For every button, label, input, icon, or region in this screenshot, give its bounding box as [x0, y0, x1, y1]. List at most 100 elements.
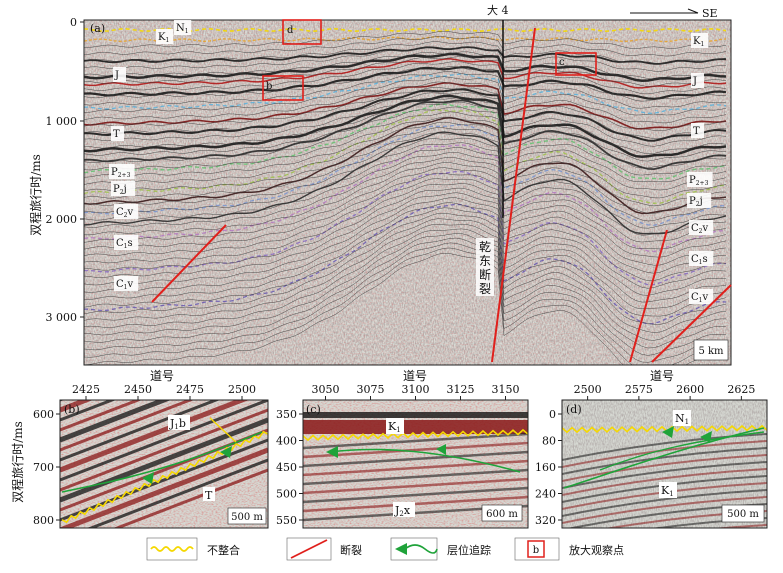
inset-x-tick: 3125	[447, 383, 475, 396]
inset-d-layer-top: N1	[673, 410, 691, 426]
svg-text:层位追踪: 层位追踪	[447, 543, 491, 557]
inset-y-tick: 320	[535, 514, 556, 527]
inset-x-tick: 2450	[124, 383, 152, 396]
inset-x-tick: 3150	[492, 383, 520, 396]
svg-text:K1: K1	[388, 420, 401, 434]
inset-c-label: (c)	[306, 403, 321, 416]
zoom-box-d-letter: d	[287, 25, 294, 36]
layer-label: P2+3	[111, 167, 131, 179]
legend-unconformity-icon	[150, 546, 194, 552]
inset-c-x-title: 道号	[403, 369, 427, 383]
main-scale-text: 5 km	[698, 346, 724, 357]
fault-right	[629, 229, 668, 363]
inset-c: (c) 3050 3075 3100 3125 3150350400450500550 …	[276, 383, 529, 529]
inset-x-tick: 3100	[402, 383, 430, 396]
inset-y-tick: 240	[535, 488, 556, 501]
inset-d-x-title: 道号	[650, 369, 674, 383]
zoom-box-b-letter: b	[266, 81, 272, 92]
direction-label: SE	[702, 7, 718, 20]
legend-fault-icon	[290, 539, 328, 559]
fault-label-text: 乾东断裂	[479, 240, 491, 296]
layer-label: P2j	[689, 196, 703, 208]
y-tick-label: 3 000	[46, 311, 78, 324]
fault-right-2	[651, 284, 732, 363]
fault-qiandong	[491, 27, 536, 363]
y-tick-label: 0	[70, 16, 77, 29]
layer-label: N1	[176, 23, 189, 35]
svg-text:600 m: 600 m	[486, 509, 518, 520]
inset-d-scale: 500 m	[721, 504, 765, 523]
legend-arrow-icon	[395, 543, 407, 555]
inset-b-scale: 500 m	[227, 507, 267, 525]
legend-unconformity: 不整合	[146, 537, 240, 561]
layer-label: T	[693, 126, 700, 137]
y-tick-label: 1 000	[46, 115, 78, 128]
inset-y-tick: 700	[33, 461, 54, 474]
inset-x-tick: 3075	[357, 383, 385, 396]
reflector-lines	[84, 27, 727, 365]
inset-y-tick: 500	[276, 488, 297, 501]
inset-x-tick: 2625	[727, 383, 755, 396]
svg-text:T: T	[205, 489, 213, 502]
layer-label: P2j	[113, 184, 127, 196]
left-layer-labels: K1 N1 J T P2+3 P2j C2v C1s C1v	[109, 20, 192, 291]
inset-x-tick: 2475	[176, 383, 204, 396]
zoom-box-d	[282, 19, 322, 45]
svg-text:放大观察点: 放大观察点	[569, 543, 624, 557]
inset-b-layer-bottom: T	[203, 487, 215, 502]
svg-text:500 m: 500 m	[231, 512, 263, 523]
fault-label: 乾东断裂	[476, 238, 494, 296]
y-axis-ticks: 0 1 000 2 000 3 000	[46, 16, 84, 324]
inset-d-label: (d)	[566, 403, 582, 416]
zoom-box-c	[555, 52, 597, 76]
inset-y-tick: 80	[542, 435, 556, 448]
layer-label: J	[114, 70, 119, 81]
inset-y-tick: 550	[276, 514, 297, 527]
svg-text:不整合: 不整合	[207, 543, 240, 557]
zoom-box-b	[262, 75, 304, 101]
layer-label: C1s	[691, 254, 708, 266]
inset-b-layer-top: J1b	[168, 415, 190, 431]
legend-box: b 放大观察点	[514, 537, 624, 561]
layer-label: J	[692, 76, 697, 87]
main-panel: (a) 大 4 SE 双程旅行时/ms 0 1 000 2 000 3 000 K1 N…	[28, 3, 732, 366]
direction-arrow: SE	[630, 7, 718, 20]
inset-x-tick: 2500	[228, 383, 256, 396]
zoom-box-c-letter: c	[559, 57, 565, 68]
layer-label: C1v	[691, 292, 708, 304]
layer-label: T	[113, 129, 120, 140]
legend-box-icon	[527, 540, 545, 558]
inset-y-tick: 400	[276, 435, 297, 448]
inset-x-tick: 2575	[625, 383, 653, 396]
svg-text:K1: K1	[661, 484, 674, 498]
fault-left	[151, 224, 227, 303]
inset-c-scale: 600 m	[481, 504, 523, 522]
legend-horizon: 层位追踪	[390, 537, 491, 561]
main-scale-bar: 5 km	[693, 339, 729, 361]
inset-c-layer-top: K1	[386, 418, 404, 434]
layer-label: K1	[158, 32, 169, 44]
inset-b-x-title: 道号	[150, 369, 174, 383]
right-layer-labels: K1 J T P2+3 P2j C2v C1s C1v	[687, 33, 714, 304]
well-label: 大 4	[487, 3, 509, 17]
inset-b: (b) 2425 2450 2475 2500 600 700 800 J1b T 500 …	[33, 383, 269, 529]
inset-d-layer-bottom: K1	[659, 482, 677, 498]
layer-label: C2v	[691, 223, 708, 235]
svg-text:N1: N1	[675, 412, 689, 426]
inset-b-label: (b)	[64, 403, 80, 416]
svg-text:500 m: 500 m	[727, 509, 759, 520]
layer-label: C1v	[116, 279, 133, 291]
svg-text:b: b	[533, 545, 539, 556]
svg-text:断裂: 断裂	[340, 543, 362, 557]
y-tick-label: 2 000	[46, 213, 78, 226]
layer-label: K1	[693, 36, 704, 48]
inset-y-tick: 450	[276, 461, 297, 474]
inset-y-title: 双程旅行时/ms	[10, 421, 25, 503]
legend: 不整合 断裂 层位追踪 b 放大观察点	[146, 537, 624, 561]
inset-y-tick: 600	[33, 408, 54, 421]
inset-y-tick: 350	[276, 408, 297, 421]
layer-label: P2+3	[689, 175, 709, 187]
legend-fault: 断裂	[286, 537, 362, 561]
svg-text:J2x: J2x	[394, 504, 411, 518]
